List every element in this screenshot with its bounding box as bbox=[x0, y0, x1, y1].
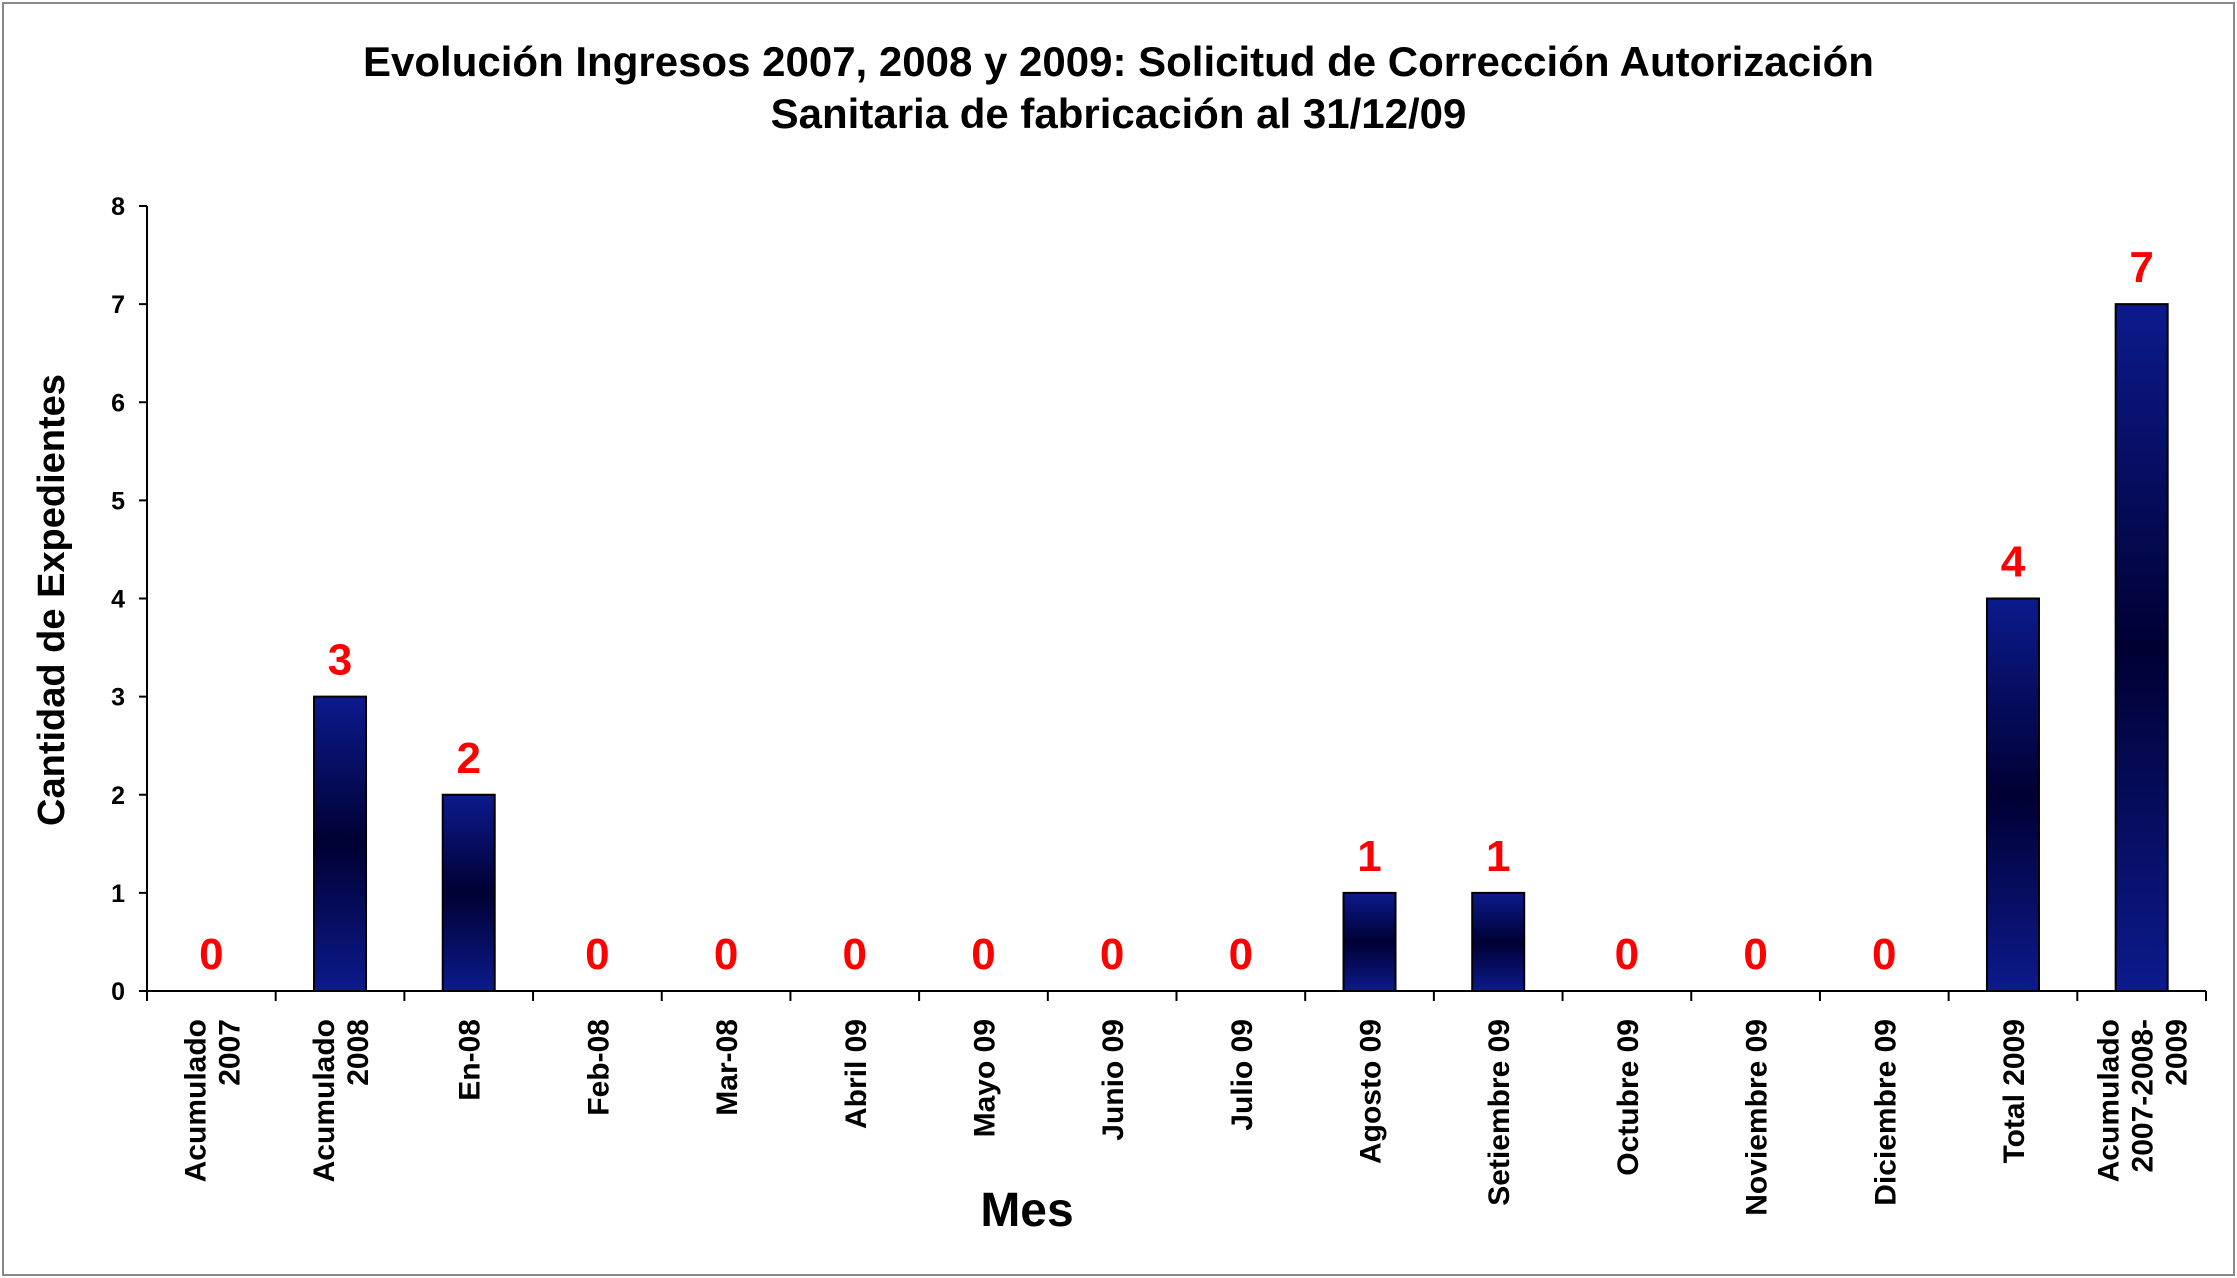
y-tick-label: 2 bbox=[111, 782, 125, 810]
x-category-label: Acumulado2007 bbox=[179, 1019, 246, 1182]
bar bbox=[2114, 303, 2169, 992]
y-tick-label: 8 bbox=[111, 193, 125, 221]
data-label: 1 bbox=[1357, 832, 1381, 881]
bar bbox=[1471, 891, 1526, 992]
data-label: 4 bbox=[2001, 538, 2026, 587]
plot-area: 0123456780Acumulado20073Acumulado20082En… bbox=[111, 193, 2207, 1216]
bar bbox=[441, 793, 496, 992]
data-label: 0 bbox=[1100, 930, 1124, 979]
y-tick-label: 4 bbox=[111, 586, 125, 614]
y-tick-label: 7 bbox=[111, 291, 125, 319]
bar bbox=[313, 695, 368, 992]
data-label: 3 bbox=[328, 636, 352, 685]
x-category-label-line: 2007-2008- bbox=[2127, 1019, 2160, 1172]
data-label: 7 bbox=[2129, 243, 2153, 292]
x-category-label-line: Feb-08 bbox=[582, 1019, 615, 1116]
x-category-label: En-08 bbox=[454, 1019, 487, 1101]
x-category-label: Agosto 09 bbox=[1355, 1019, 1388, 1164]
x-category-label-line: Acumulado bbox=[179, 1019, 212, 1182]
x-category-label: Total 2009 bbox=[1998, 1019, 2031, 1164]
data-label: 0 bbox=[1743, 930, 1767, 979]
x-category-label-line: Agosto 09 bbox=[1355, 1019, 1388, 1164]
x-category-label-line: 2009 bbox=[2161, 1019, 2194, 1086]
x-category-label: Mayo 09 bbox=[968, 1019, 1001, 1137]
x-category-label-line: Acumulado bbox=[308, 1019, 341, 1182]
x-category-label: Junio 09 bbox=[1097, 1019, 1130, 1141]
x-category-label-line: Total 2009 bbox=[1998, 1019, 2031, 1164]
x-category-label-line: Julio 09 bbox=[1226, 1019, 1259, 1131]
x-category-label-line: Mayo 09 bbox=[968, 1019, 1001, 1137]
x-category-label-line: Setiembre 09 bbox=[1483, 1019, 1516, 1206]
x-category-label-line: Junio 09 bbox=[1097, 1019, 1130, 1141]
x-category-label: Mar-08 bbox=[711, 1019, 744, 1116]
chart-subtitle: Sanitaria de fabricación al 31/12/09 bbox=[770, 90, 1467, 137]
y-tick-label: 6 bbox=[111, 389, 125, 417]
x-category-label-line: Diciembre 09 bbox=[1869, 1019, 1902, 1206]
data-label: 0 bbox=[199, 930, 223, 979]
x-category-label: Acumulado2008 bbox=[308, 1019, 375, 1182]
x-category-label: Abril 09 bbox=[840, 1019, 873, 1129]
y-tick-label: 5 bbox=[111, 487, 125, 515]
data-label: 0 bbox=[843, 930, 867, 979]
data-label: 1 bbox=[1486, 832, 1510, 881]
x-category-label: Diciembre 09 bbox=[1869, 1019, 1902, 1206]
bar bbox=[1985, 597, 2040, 992]
x-category-label-line: En-08 bbox=[454, 1019, 487, 1101]
chart-title: Evolución Ingresos 2007, 2008 y 2009: So… bbox=[363, 38, 1874, 85]
x-category-label: Julio 09 bbox=[1226, 1019, 1259, 1131]
x-category-label-line: Noviembre 09 bbox=[1741, 1019, 1774, 1216]
x-category-label-line: Acumulado bbox=[2093, 1019, 2126, 1182]
x-category-label-line: Abril 09 bbox=[840, 1019, 873, 1129]
x-category-label-line: 2008 bbox=[342, 1019, 375, 1086]
x-category-label: Octubre 09 bbox=[1612, 1019, 1645, 1176]
y-tick-label: 1 bbox=[111, 880, 125, 908]
y-axis-title: Cantidad de Expedientes bbox=[31, 374, 73, 826]
x-category-label: Acumulado2007-2008-2009 bbox=[2093, 1019, 2194, 1182]
y-tick-label: 0 bbox=[111, 978, 125, 1006]
x-category-label: Noviembre 09 bbox=[1741, 1019, 1774, 1216]
chart-title-block: Evolución Ingresos 2007, 2008 y 2009: So… bbox=[0, 36, 2237, 140]
data-label: 0 bbox=[1229, 930, 1253, 979]
data-label: 0 bbox=[1872, 930, 1896, 979]
x-category-label: Setiembre 09 bbox=[1483, 1019, 1516, 1206]
data-label: 0 bbox=[971, 930, 995, 979]
y-tick-label: 3 bbox=[111, 684, 125, 712]
data-label: 0 bbox=[1615, 930, 1639, 979]
bar bbox=[1342, 891, 1397, 992]
x-category-label-line: 2007 bbox=[213, 1019, 246, 1086]
x-category-label: Feb-08 bbox=[582, 1019, 615, 1116]
data-label: 2 bbox=[456, 734, 480, 783]
x-category-label-line: Octubre 09 bbox=[1612, 1019, 1645, 1176]
data-label: 0 bbox=[585, 930, 609, 979]
x-category-label-line: Mar-08 bbox=[711, 1019, 744, 1116]
data-label: 0 bbox=[714, 930, 738, 979]
x-axis-title: Mes bbox=[980, 1184, 1073, 1237]
